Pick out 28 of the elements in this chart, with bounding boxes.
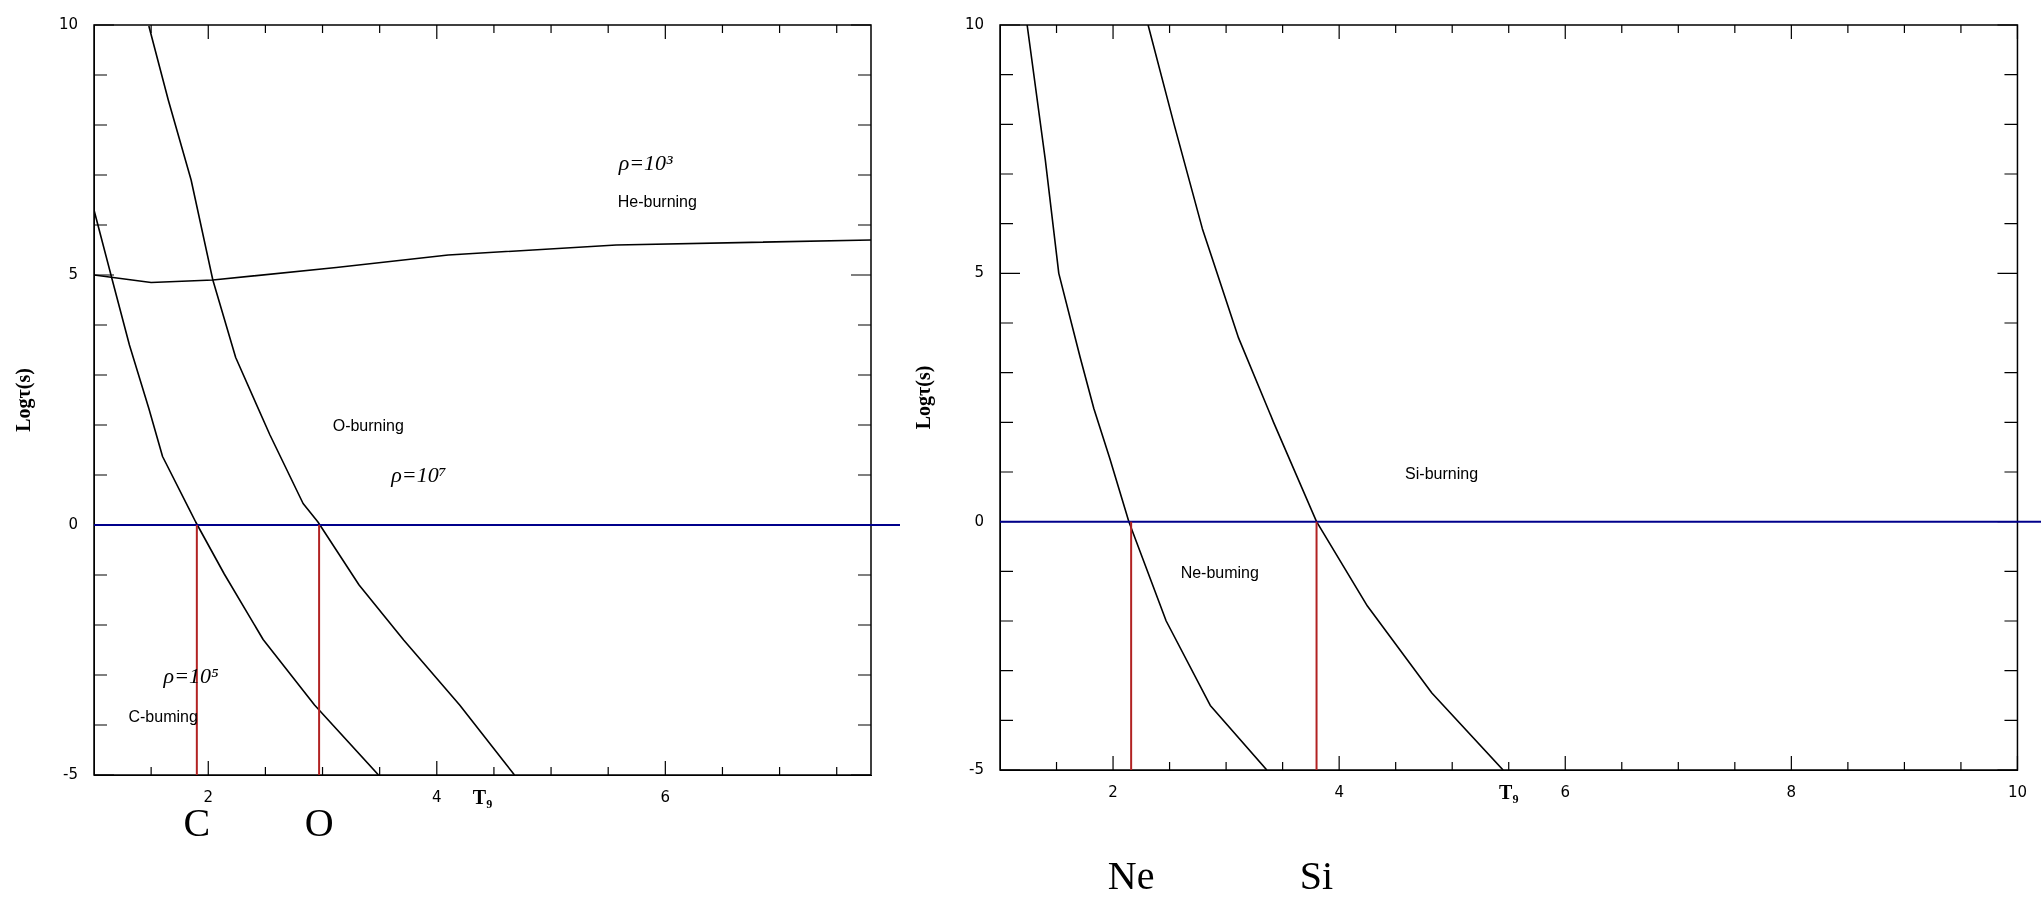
y-tick-label: 10 (58, 14, 78, 33)
y-tick-label: 5 (68, 264, 78, 283)
x-tick-label: 2 (1108, 782, 1118, 801)
annotation: ρ=10⁷ (390, 461, 447, 487)
x-tick-label: 6 (660, 787, 671, 806)
x-tick-label: 10 (2007, 782, 2027, 801)
y-tick-label: -5 (63, 764, 78, 783)
y-axis-title: Logτ(s) (12, 368, 36, 432)
y-tick-label: 0 (974, 511, 984, 530)
x-tick-label: 4 (432, 787, 442, 806)
ref-line-label: Ne (1107, 852, 1155, 898)
y-tick-label: 0 (68, 514, 78, 533)
annotation: Ne-buming (1180, 564, 1259, 582)
annotation: O-burning (332, 416, 404, 434)
y-tick-label: 5 (974, 263, 984, 282)
x-tick-label: 8 (1786, 782, 1797, 801)
ref-line-label: Si (1299, 852, 1334, 898)
y-axis-title: Logτ(s) (912, 365, 936, 430)
ref-line-label: O (304, 799, 334, 845)
y-tick-label: -5 (969, 759, 984, 778)
annotation: Si-burning (1405, 464, 1479, 482)
y-tick-label: 10 (964, 14, 984, 33)
annotation: ρ=10³ (617, 150, 674, 176)
x-axis-title: T₉ (1499, 781, 1519, 804)
x-tick-label: 6 (1560, 782, 1571, 801)
x-axis-title: T₉ (472, 786, 493, 809)
annotation: He-burning (617, 193, 697, 211)
x-tick-label: 4 (1334, 782, 1344, 801)
